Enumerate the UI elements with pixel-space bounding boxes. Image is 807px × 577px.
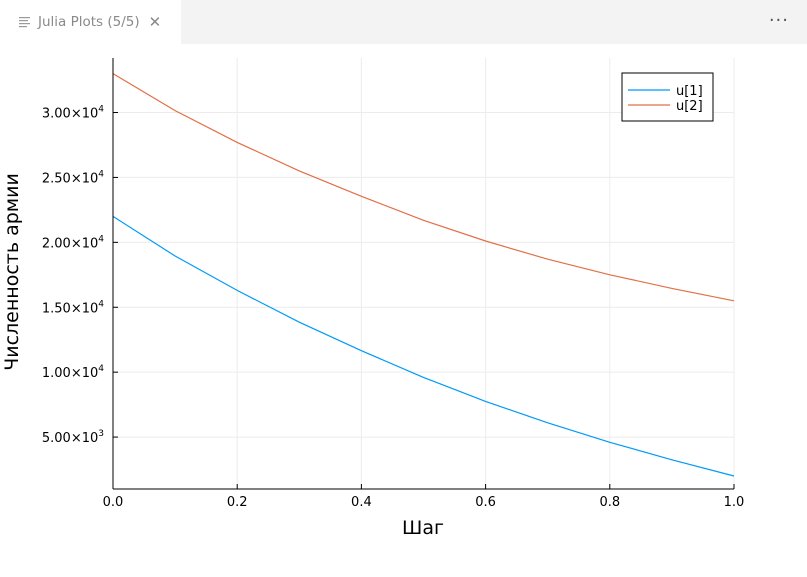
x-tick-label: 1.0 bbox=[724, 495, 745, 510]
series-lines bbox=[112, 73, 735, 477]
x-tick-label: 0.2 bbox=[227, 495, 248, 510]
close-icon[interactable]: ✕ bbox=[148, 12, 162, 31]
x-tick-label: 0.0 bbox=[103, 495, 124, 510]
ellipsis-icon[interactable]: ··· bbox=[768, 10, 789, 31]
legend: u[1]u[2] bbox=[621, 72, 714, 122]
preview-icon bbox=[19, 17, 30, 28]
axes bbox=[112, 58, 735, 490]
x-tick-labels: 0.0 0.2 0.4 0.6 0.8 1.0 bbox=[103, 495, 745, 510]
series-line-2 bbox=[112, 73, 735, 302]
tab-julia-plots[interactable]: Julia Plots (5/5) ✕ bbox=[0, 0, 181, 44]
y-tick-label: 1.00×104 bbox=[42, 364, 104, 381]
editor-tab-bar: Julia Plots (5/5) ✕ ··· bbox=[0, 0, 807, 44]
x-tick-label: 0.6 bbox=[475, 495, 496, 510]
plot-area: 0.0 0.2 0.4 0.6 0.8 1.0 5.00×103 1.00×104 1.50×… bbox=[1, 58, 745, 539]
x-axis-label: Шаг bbox=[402, 517, 444, 539]
grid-lines bbox=[112, 58, 735, 489]
x-tick-label: 0.4 bbox=[351, 495, 372, 510]
y-tick-labels: 5.00×103 1.00×104 1.50×104 2.00×104 2.50×104… bbox=[42, 105, 104, 447]
series-line-1 bbox=[112, 215, 735, 477]
legend-label-1: u[1] bbox=[676, 84, 703, 99]
y-tick-label: 3.00×104 bbox=[42, 105, 104, 122]
legend-label-2: u[2] bbox=[676, 99, 703, 114]
legend-box bbox=[621, 72, 714, 122]
x-tick-label: 0.8 bbox=[599, 495, 620, 510]
y-axis-label: Численность армии bbox=[1, 173, 23, 371]
y-tick-label: 1.50×104 bbox=[42, 299, 104, 316]
tab-title: Julia Plots (5/5) bbox=[38, 14, 140, 30]
y-tick-label: 5.00×103 bbox=[42, 429, 104, 446]
y-tick-label: 2.50×104 bbox=[42, 169, 104, 186]
y-tick-label: 2.00×104 bbox=[42, 234, 104, 251]
